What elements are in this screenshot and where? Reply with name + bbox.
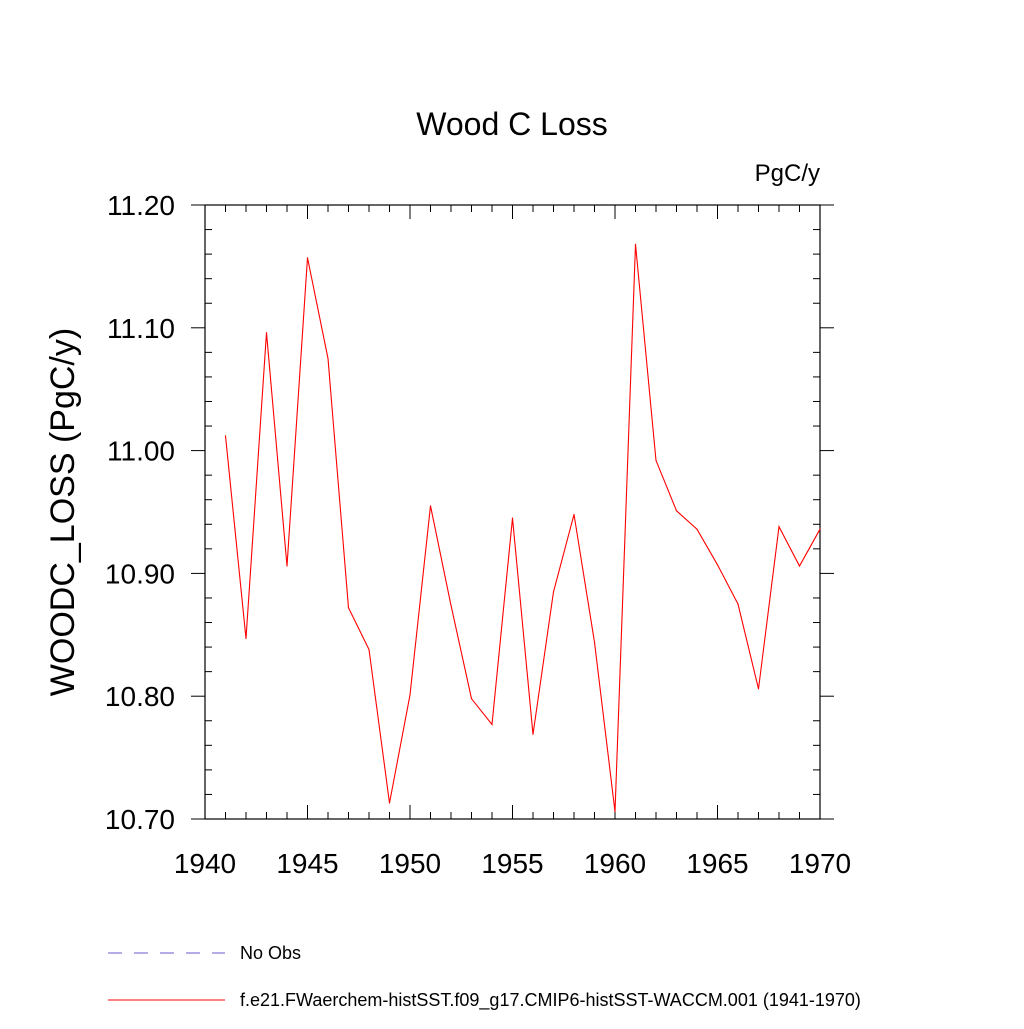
series-line [224, 244, 821, 812]
data-point [532, 733, 534, 735]
data-point [778, 526, 780, 528]
data-point [470, 698, 473, 700]
data-point [306, 257, 309, 259]
plot-area [224, 243, 821, 813]
data-point [696, 528, 698, 530]
units-label: PgC/y [755, 160, 820, 187]
data-point [675, 510, 678, 512]
data-point [265, 332, 268, 334]
data-point [737, 603, 739, 605]
legend: No Obs f.e21.FWaerchem-histSST.f09_g17.CM… [108, 943, 861, 1011]
data-point [552, 591, 555, 593]
plot-frame [204, 204, 821, 820]
y-tick-label: 11.00 [107, 436, 175, 467]
data-point [368, 648, 370, 651]
legend-label: No Obs [240, 943, 301, 963]
data-point [655, 459, 657, 462]
data-point [716, 564, 719, 566]
x-tick-label: 1960 [584, 848, 646, 879]
y-tick-label: 11.20 [107, 190, 175, 221]
axes: 1940 1945 1950 1955 1960 1965 1970 10.70 10.80 10… [105, 190, 851, 879]
data-point [819, 528, 821, 530]
data-point [593, 641, 596, 643]
legend-label: f.e21.FWaerchem-histSST.f09_g17.CMIP6-hi… [240, 990, 861, 1011]
data-point [757, 688, 760, 690]
chart-title: Wood C Loss [416, 106, 608, 142]
data-point [614, 811, 616, 813]
data-point [245, 637, 247, 640]
x-tick-label: 1940 [174, 848, 236, 879]
data-point [573, 513, 575, 516]
x-tick-label: 1955 [481, 848, 543, 879]
data-point [798, 565, 801, 567]
x-tick-label: 1970 [789, 848, 851, 879]
data-point [224, 435, 227, 437]
data-point [388, 802, 391, 804]
x-tick-label: 1950 [379, 848, 441, 879]
data-point [429, 505, 432, 507]
data-point [286, 565, 288, 567]
y-tick-label: 11.10 [107, 313, 175, 344]
data-point [409, 694, 411, 696]
data-point [634, 243, 637, 245]
x-tick-label: 1945 [276, 848, 338, 879]
y-tick-label: 10.80 [105, 681, 175, 712]
data-point [327, 357, 329, 360]
y-tick-label: 10.70 [105, 804, 175, 835]
data-point [511, 517, 514, 519]
y-tick-label: 10.90 [105, 558, 175, 589]
data-point [450, 604, 452, 606]
data-point [347, 607, 350, 609]
x-tick-label: 1965 [686, 848, 748, 879]
data-point [491, 723, 493, 726]
y-axis-label: WOODC_LOSS (PgC/y) [44, 328, 82, 696]
